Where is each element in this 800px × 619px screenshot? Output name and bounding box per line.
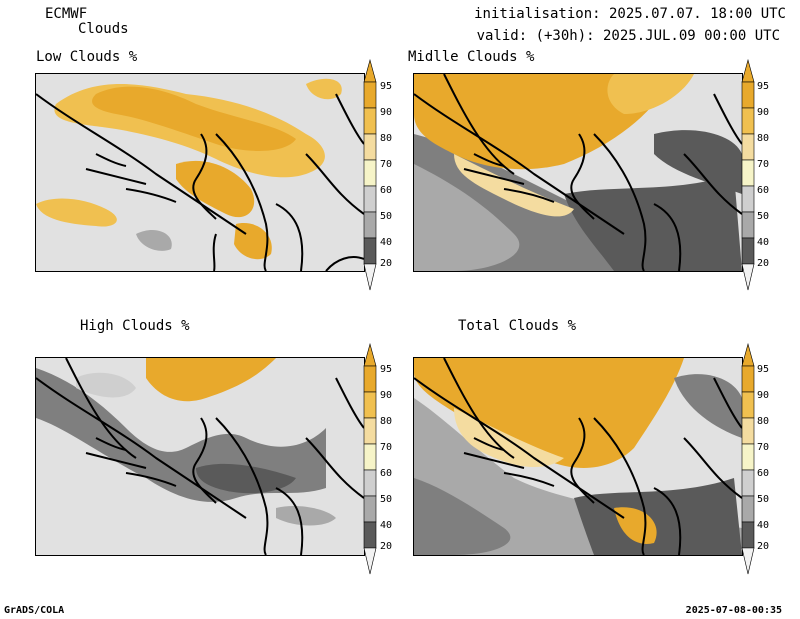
cbar-total-label-80: 80 [757,416,770,427]
cbar-low-label-50: 50 [380,211,393,222]
cbar-low-label-80: 80 [380,133,393,144]
cbar-low-label-90: 90 [380,107,393,118]
borders [36,358,364,555]
cbar-middle-label-50: 50 [757,211,770,222]
cbar-middle-label-20: 20 [757,258,770,269]
cloud-blobs [36,358,336,526]
cbar-total-label-50: 50 [757,494,770,505]
field-name: Clouds [78,21,129,37]
borders [414,358,742,555]
cbar-total-label-95: 95 [757,364,770,375]
cbar-high-label-95: 95 [380,364,393,375]
low-clouds-map [35,73,365,272]
total-clouds-map [413,357,743,556]
panel-title-total: Total Clouds % [458,318,577,334]
cbar-middle-label-80: 80 [757,133,770,144]
cbar-high-label-50: 50 [380,494,393,505]
cbar-total-label-20: 20 [757,541,770,552]
footer-software: GrADS/COLA [4,605,65,616]
panel-title-middle: Midlle Clouds % [408,49,535,65]
high-clouds-map [35,357,365,556]
cbar-low-label-40: 40 [380,237,393,248]
colorbar-high [363,342,377,575]
cbar-low-label-20: 20 [380,258,393,269]
cbar-total-label-40: 40 [757,520,770,531]
middle-clouds-map [413,73,743,272]
low-clouds-field [36,78,364,271]
cbar-low-label-95: 95 [380,81,393,92]
colorbar-total [741,342,755,575]
high-clouds-field [36,358,364,555]
footer-timestamp: 2025-07-08-00:35 [685,605,782,616]
panel-title-low: Low Clouds % [36,49,138,65]
init-time: initialisation: 2025.07.07. 18:00 UTC [474,6,786,22]
valid-time: valid: (+30h): 2025.JUL.09 00:00 UTC [476,28,780,44]
cbar-total-label-70: 70 [757,442,770,453]
total-clouds-field [414,358,742,555]
cbar-low-label-70: 70 [380,159,393,170]
panel-title-high: High Clouds % [80,318,190,334]
cbar-middle-label-60: 60 [757,185,770,196]
cbar-middle-label-95: 95 [757,81,770,92]
cbar-high-label-20: 20 [380,541,393,552]
colorbar-middle [741,58,755,291]
colorbar-low [363,58,377,291]
borders [414,74,742,271]
cbar-middle-label-90: 90 [757,107,770,118]
cloud-blobs [36,78,342,260]
model-name: ECMWF [45,6,88,22]
cbar-high-label-90: 90 [380,390,393,401]
middle-clouds-field [414,74,742,271]
cbar-middle-label-70: 70 [757,159,770,170]
cbar-high-label-70: 70 [380,442,393,453]
cbar-high-label-40: 40 [380,520,393,531]
cloud-blobs [414,74,742,271]
cbar-high-label-80: 80 [380,416,393,427]
cbar-middle-label-40: 40 [757,237,770,248]
cbar-total-label-60: 60 [757,468,770,479]
borders [36,93,364,271]
cloud-blobs [414,358,742,555]
cbar-high-label-60: 60 [380,468,393,479]
cbar-low-label-60: 60 [380,185,393,196]
cbar-total-label-90: 90 [757,390,770,401]
